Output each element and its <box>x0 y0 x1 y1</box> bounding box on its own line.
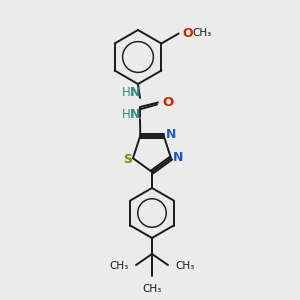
Text: CH₃: CH₃ <box>110 261 129 271</box>
Text: N: N <box>130 85 140 98</box>
Text: O: O <box>162 95 173 109</box>
Text: CH₃: CH₃ <box>175 261 194 271</box>
Text: N: N <box>166 128 176 141</box>
Text: H: H <box>122 109 130 122</box>
Text: O: O <box>183 27 193 40</box>
Text: CH₃: CH₃ <box>193 28 212 38</box>
Text: N: N <box>130 109 140 122</box>
Text: N: N <box>173 151 183 164</box>
Text: S: S <box>124 153 133 166</box>
Text: CH₃: CH₃ <box>142 284 162 294</box>
Text: H: H <box>122 85 130 98</box>
